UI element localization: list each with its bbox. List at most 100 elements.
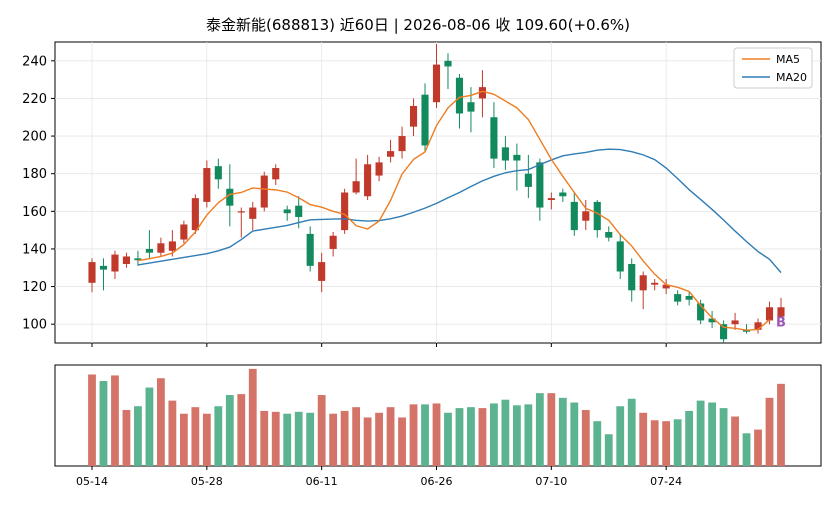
candle-body xyxy=(582,211,590,221)
volume-bar xyxy=(271,411,280,466)
candle-body xyxy=(272,168,280,180)
volume-bar xyxy=(122,409,131,466)
volume-bar xyxy=(179,413,188,466)
candle-body xyxy=(524,173,532,187)
candle-body xyxy=(134,258,142,261)
candle-body xyxy=(662,284,670,289)
y-tick-label: 100 xyxy=(22,318,47,333)
ma5-line xyxy=(137,90,770,331)
candle-body xyxy=(536,162,544,208)
volume-x-axis: 05-14 05-28 06-11 06-26 07-10 07-24 xyxy=(76,466,682,488)
volume-bar xyxy=(432,403,441,466)
candle-body xyxy=(352,181,360,193)
candle-body xyxy=(467,102,475,112)
volume-bar xyxy=(478,408,487,466)
volume-bar xyxy=(329,413,338,466)
candle-body xyxy=(455,77,464,114)
buy-marker: B xyxy=(776,315,786,330)
candle-body xyxy=(191,198,199,231)
y-tick-label: 180 xyxy=(22,167,47,182)
chart-title: 泰金新能(688813) 近60日 | 2026-08-06 收 109.60(… xyxy=(206,16,630,34)
candle-body xyxy=(593,201,601,231)
candle-body xyxy=(387,151,395,157)
volume-bar xyxy=(111,375,119,466)
x-tick-label: 05-14 xyxy=(76,475,108,488)
candle-body xyxy=(559,192,567,197)
price-y-axis: 100 120 140 160 180 200 220 240 xyxy=(22,54,55,333)
volume-bar xyxy=(719,408,728,466)
legend: MA5 MA20 xyxy=(733,47,813,89)
candle-body xyxy=(570,201,578,231)
volume-bar xyxy=(134,406,142,466)
candle-body xyxy=(421,94,429,146)
price-plot-frame xyxy=(54,41,822,344)
volume-bar xyxy=(512,405,521,466)
volume-bar xyxy=(662,421,671,466)
candle-body xyxy=(226,188,234,206)
candle-body xyxy=(318,262,326,281)
volume-bar xyxy=(363,417,372,466)
volume-bar xyxy=(570,402,579,466)
y-tick-label: 120 xyxy=(22,280,47,295)
x-tick-label: 05-28 xyxy=(191,475,223,488)
legend-ma20-label: MA20 xyxy=(776,71,807,84)
candle-body xyxy=(605,232,613,238)
legend-box xyxy=(733,47,813,89)
volume-bar xyxy=(202,413,211,466)
volume-panel: 05-14 05-28 06-11 06-26 07-10 07-24 xyxy=(54,364,822,488)
candle-body xyxy=(478,87,486,99)
volume-bar xyxy=(731,416,739,466)
volume-bar xyxy=(386,407,395,466)
candle-body xyxy=(237,211,245,213)
y-tick-label: 240 xyxy=(22,54,47,69)
volume-bar xyxy=(754,429,762,466)
volume-bar xyxy=(398,417,406,466)
candle-body xyxy=(145,248,153,253)
volume-bar xyxy=(616,406,625,466)
volume-bar xyxy=(558,397,567,466)
volume-bar xyxy=(237,394,246,466)
volume-bar xyxy=(742,433,751,466)
candle-body xyxy=(639,275,647,291)
y-tick-label: 160 xyxy=(22,205,47,220)
candle-body xyxy=(409,105,418,127)
volume-bar xyxy=(145,387,154,466)
volume-bar xyxy=(444,412,452,466)
volume-bar xyxy=(604,434,613,466)
candle-body xyxy=(398,136,406,152)
candle-body xyxy=(777,307,785,317)
volume-bar xyxy=(501,399,510,466)
x-tick-label: 07-10 xyxy=(535,475,567,488)
candle-body xyxy=(685,295,693,300)
volume-bar xyxy=(650,420,659,466)
candle-body xyxy=(260,175,268,208)
volume-bar xyxy=(765,397,774,466)
candle-body xyxy=(88,262,96,283)
candle-body xyxy=(765,307,774,321)
candle-body xyxy=(306,233,314,266)
volume-bar xyxy=(593,421,602,466)
ma20-line xyxy=(137,148,782,274)
volume-bar xyxy=(627,398,636,466)
candlesticks xyxy=(88,43,785,343)
candle-body xyxy=(295,205,303,217)
volume-bars xyxy=(88,368,785,466)
candle-body xyxy=(720,324,728,340)
y-tick-label: 200 xyxy=(22,130,47,145)
candle-body xyxy=(432,64,441,103)
volume-bar xyxy=(294,411,303,466)
candle-body xyxy=(364,164,372,197)
candle-body xyxy=(444,60,452,67)
candle-body xyxy=(99,265,108,270)
volume-bar xyxy=(490,403,498,466)
y-tick-label: 220 xyxy=(22,92,47,107)
volume-bar xyxy=(581,409,590,466)
volume-bar xyxy=(88,374,96,466)
candle-body xyxy=(490,117,498,159)
candle-body xyxy=(708,318,716,323)
volume-bar xyxy=(352,407,361,466)
candle-body xyxy=(731,320,739,325)
candle-body xyxy=(203,168,211,202)
candle-body xyxy=(628,263,636,291)
